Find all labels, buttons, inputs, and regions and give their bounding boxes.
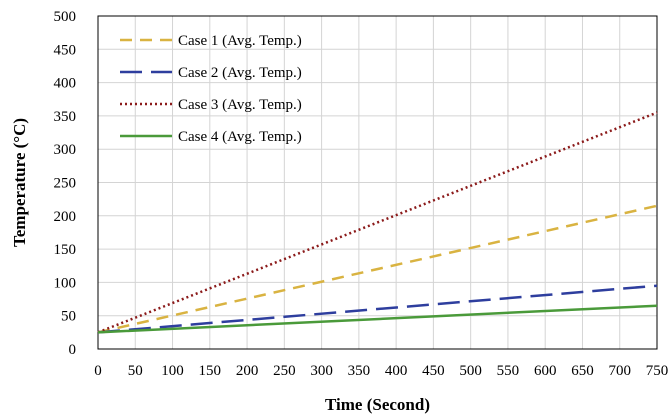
x-tick-label: 450 <box>422 363 445 379</box>
series-line-case-4 <box>97 304 658 334</box>
x-tick-label: 700 <box>608 363 631 379</box>
legend-label-case-1: Case 1 (Avg. Temp.) <box>178 33 302 49</box>
y-tick-label: 450 <box>54 42 77 58</box>
series-line-case-2 <box>97 284 658 334</box>
series-lines <box>97 111 658 334</box>
x-axis-ticks: 0 50 100 150 200 250 300 350 400 450 500 550 600 650 7… <box>94 363 668 379</box>
y-axis-ticks: 0 50 100 150 200 250 300 350 400 450 500 <box>54 9 77 358</box>
x-tick-label: 150 <box>199 363 222 379</box>
legend: Case 1 (Avg. Temp.) Case 2 (Avg. Temp.) Ca… <box>120 33 302 145</box>
series-line-case-1 <box>97 204 658 334</box>
y-tick-label: 300 <box>54 142 77 158</box>
x-tick-label: 0 <box>94 363 102 379</box>
x-tick-label: 400 <box>385 363 408 379</box>
x-tick-label: 600 <box>534 363 557 379</box>
series-line-case-3 <box>97 111 658 334</box>
y-tick-label: 150 <box>54 242 77 258</box>
y-tick-label: 350 <box>54 109 77 125</box>
plot-area-frame <box>97 15 658 350</box>
y-tick-label: 500 <box>54 9 77 25</box>
y-tick-label: 50 <box>61 309 76 325</box>
y-tick-label: 200 <box>54 209 77 225</box>
x-axis-title: Time (Second) <box>325 395 430 414</box>
x-tick-label: 250 <box>273 363 296 379</box>
x-tick-label: 100 <box>161 363 184 379</box>
x-tick-label: 500 <box>459 363 482 379</box>
x-tick-label: 300 <box>310 363 333 379</box>
x-tick-label: 650 <box>571 363 594 379</box>
legend-label-case-4: Case 4 (Avg. Temp.) <box>178 129 302 145</box>
y-tick-label: 250 <box>54 176 77 192</box>
x-tick-label: 50 <box>128 363 143 379</box>
legend-label-case-3: Case 3 (Avg. Temp.) <box>178 97 302 113</box>
x-tick-label: 750 <box>646 363 669 379</box>
x-tick-label: 200 <box>236 363 259 379</box>
legend-label-case-2: Case 2 (Avg. Temp.) <box>178 65 302 81</box>
x-tick-label: 550 <box>497 363 520 379</box>
y-tick-label: 0 <box>69 342 77 358</box>
y-tick-label: 100 <box>54 275 77 291</box>
y-tick-label: 400 <box>54 76 77 92</box>
y-axis-title: Temperature (°C) <box>10 118 29 247</box>
x-tick-label: 350 <box>348 363 371 379</box>
